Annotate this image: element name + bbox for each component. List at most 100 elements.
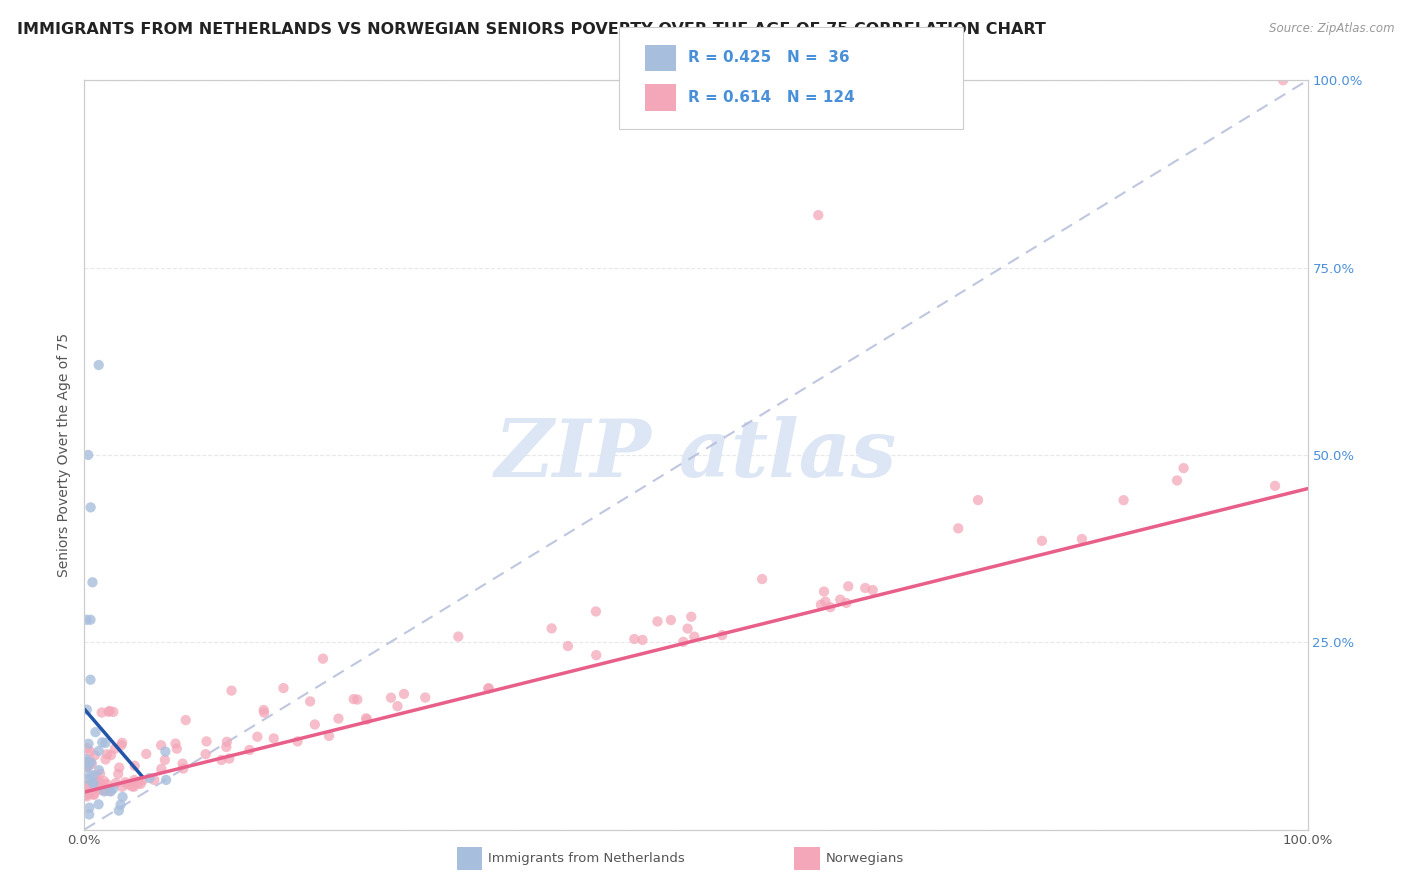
Point [862, 582, 884, 597]
Point [1070, 532, 1092, 546]
Point [94, 752, 117, 766]
Point [585, 648, 607, 662]
Point [211, 753, 233, 767]
Point [195, 734, 218, 748]
Point [218, 751, 240, 765]
Point [299, 694, 322, 708]
Point [84, 725, 107, 739]
Point [659, 613, 682, 627]
Point [813, 584, 835, 599]
Point [82, 768, 104, 782]
Point [76, 613, 98, 627]
Point [585, 604, 607, 618]
Point [80, 785, 103, 799]
Point [304, 717, 326, 731]
Point [103, 705, 125, 719]
Point [1166, 474, 1188, 488]
Point [172, 762, 194, 776]
Point [967, 493, 990, 508]
Point [114, 775, 136, 789]
Point [100, 784, 122, 798]
Point [79, 745, 101, 759]
Point [76, 789, 98, 804]
Point [814, 595, 837, 609]
Point [1272, 73, 1295, 87]
Text: Immigrants from Netherlands: Immigrants from Netherlands [488, 852, 685, 864]
Point [238, 743, 260, 757]
Point [273, 681, 295, 695]
Point [215, 735, 238, 749]
Point [104, 776, 127, 790]
Point [263, 731, 285, 746]
Point [343, 692, 366, 706]
Point [79, 768, 101, 782]
Point [82, 775, 104, 789]
Point [681, 609, 703, 624]
Point [631, 632, 654, 647]
Text: Source: ZipAtlas.com: Source: ZipAtlas.com [1270, 22, 1395, 36]
Point [108, 760, 131, 774]
Point [124, 758, 146, 772]
Point [215, 739, 238, 754]
Point [77, 448, 100, 462]
Point [540, 621, 562, 635]
Point [623, 632, 645, 646]
Point [82, 575, 104, 590]
Point [107, 767, 129, 781]
Point [83, 788, 105, 802]
Point [89, 766, 111, 780]
Point [477, 681, 499, 696]
Point [820, 600, 842, 615]
Point [84, 748, 107, 763]
Point [807, 208, 830, 222]
Point [96, 777, 118, 791]
Point [810, 598, 832, 612]
Point [91, 735, 114, 749]
Point [127, 776, 149, 790]
Point [91, 781, 114, 796]
Point [557, 639, 579, 653]
Point [287, 734, 309, 748]
Point [111, 780, 134, 794]
Point [76, 741, 98, 756]
Point [135, 747, 157, 761]
Point [87, 744, 110, 758]
Point [94, 736, 117, 750]
Point [153, 753, 176, 767]
Point [93, 784, 115, 798]
Point [98, 784, 121, 798]
Point [318, 729, 340, 743]
Point [87, 358, 110, 372]
Point [77, 759, 100, 773]
Point [79, 673, 101, 687]
Point [117, 777, 139, 791]
Point [143, 772, 166, 787]
Text: Norwegians: Norwegians [825, 852, 904, 864]
Point [138, 771, 160, 785]
Point [122, 780, 145, 794]
Point [82, 788, 104, 802]
Point [346, 692, 368, 706]
Point [672, 635, 695, 649]
Point [101, 781, 124, 796]
Point [110, 739, 132, 753]
Point [87, 797, 110, 812]
Point [129, 777, 152, 791]
Point [98, 704, 121, 718]
Point [89, 778, 111, 792]
Point [751, 572, 773, 586]
Point [150, 762, 173, 776]
Point [96, 783, 118, 797]
Point [312, 651, 335, 665]
Point [1112, 493, 1135, 508]
Point [830, 592, 852, 607]
Point [75, 752, 97, 766]
Point [948, 521, 970, 535]
Point [150, 738, 173, 752]
Point [91, 777, 114, 791]
Point [1264, 479, 1286, 493]
Point [97, 705, 120, 719]
Point [75, 755, 97, 769]
Text: IMMIGRANTS FROM NETHERLANDS VS NORWEGIAN SENIORS POVERTY OVER THE AGE OF 75 CORR: IMMIGRANTS FROM NETHERLANDS VS NORWEGIAN… [17, 22, 1046, 37]
Point [87, 763, 110, 777]
